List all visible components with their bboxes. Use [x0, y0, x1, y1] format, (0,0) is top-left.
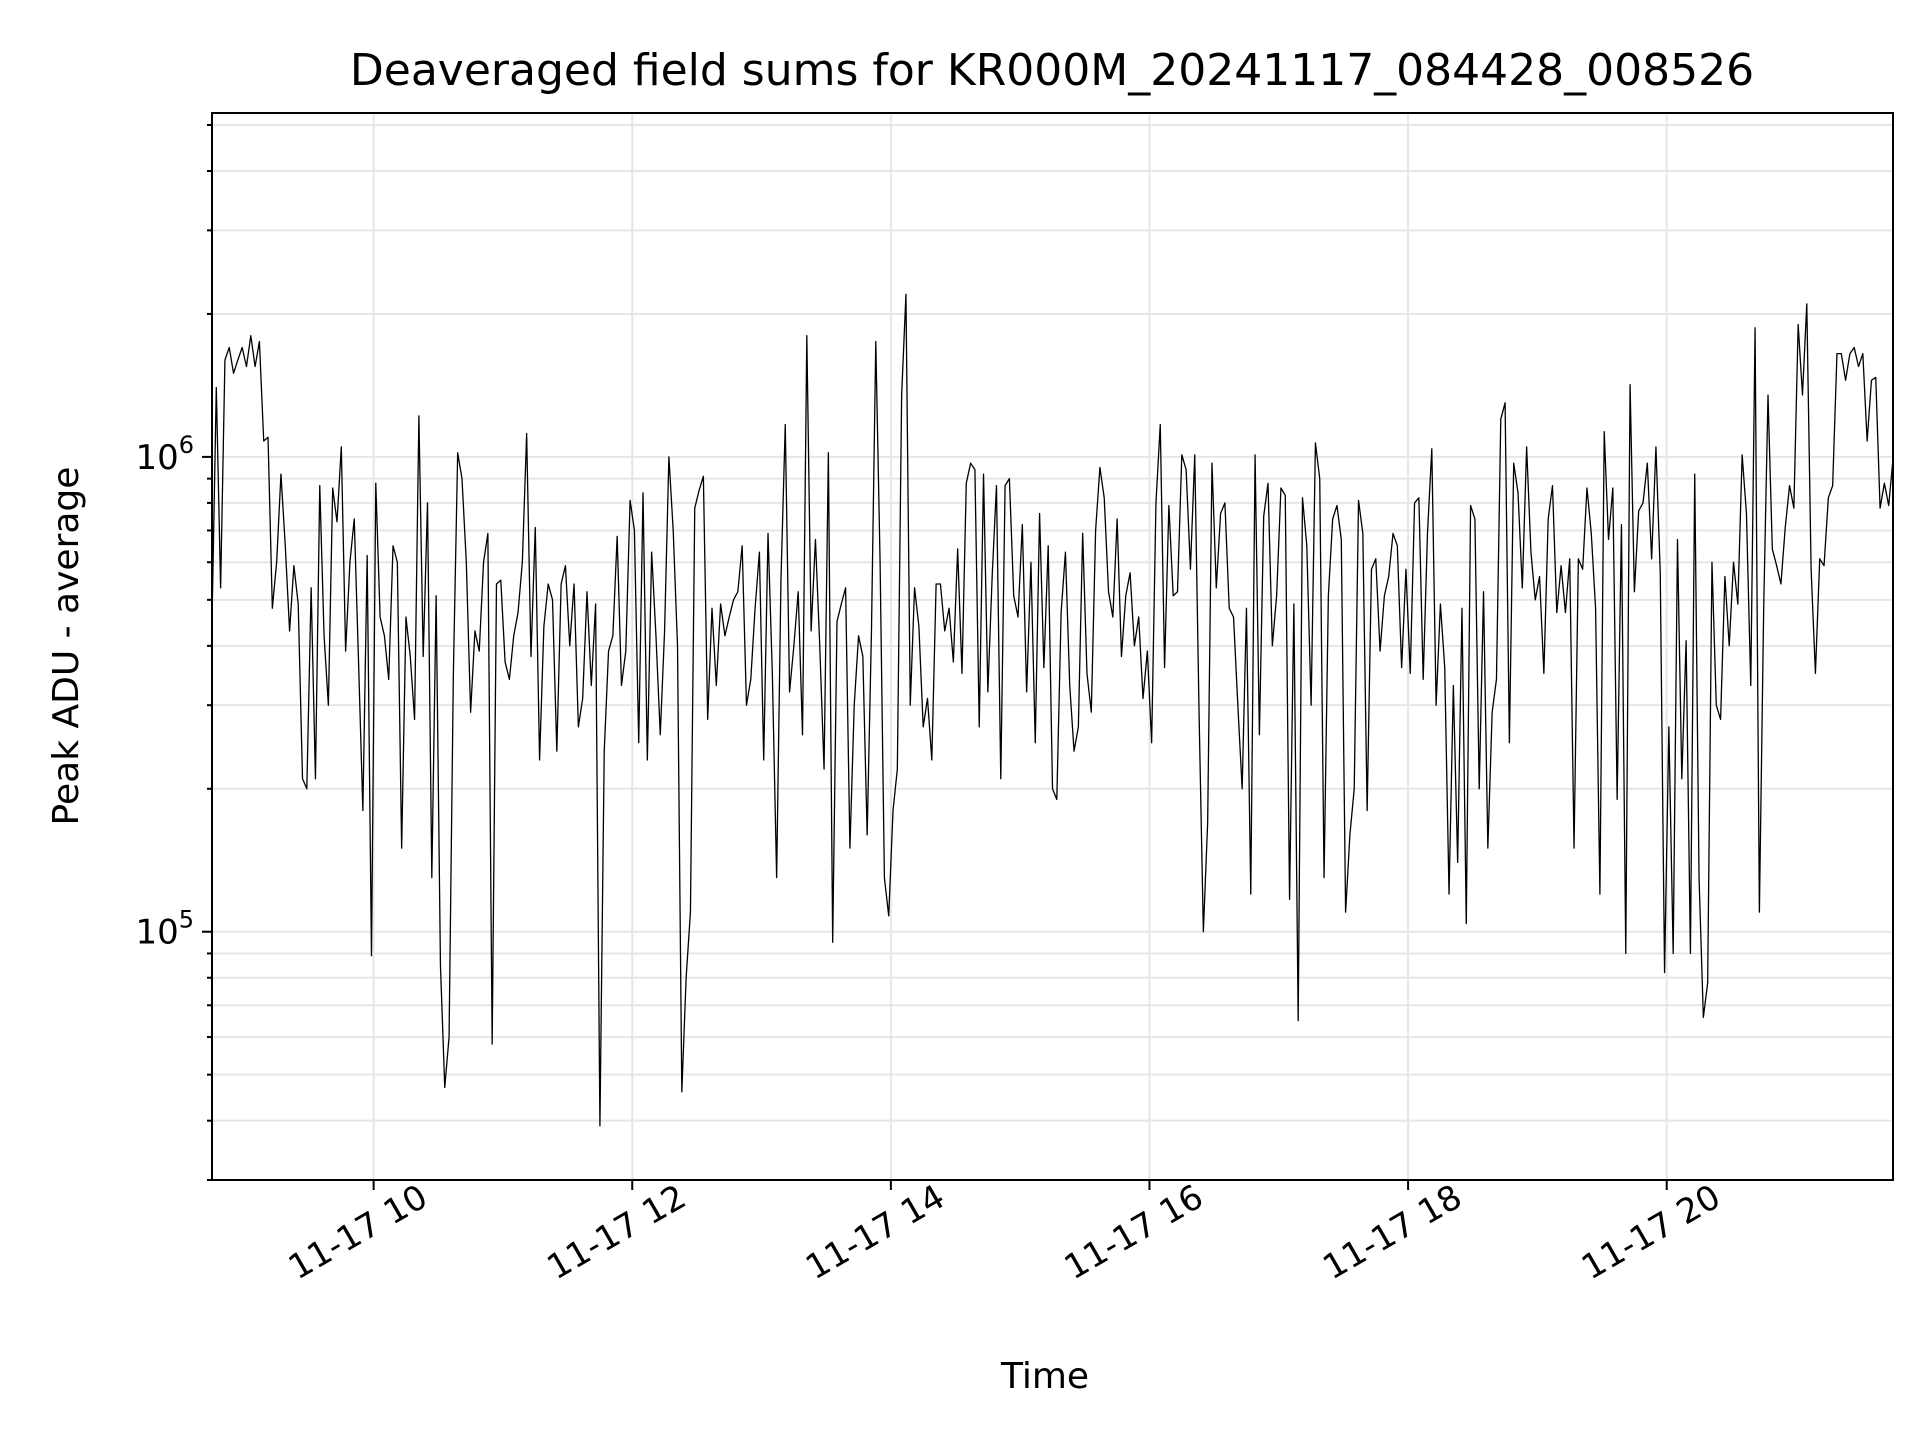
y-axis-label: Peak ADU - average: [46, 467, 87, 826]
y-axis: 105 106: [135, 124, 212, 1181]
y-tick-label: 106: [135, 431, 194, 478]
grid: [212, 113, 1893, 1181]
series-line: [211, 293, 1894, 1127]
x-axis-label: Time: [1000, 1356, 1089, 1397]
y-tick-label: 105: [135, 906, 194, 953]
chart-title: Deaveraged field sums for KR000M_2024111…: [350, 45, 1754, 96]
series-layer: [211, 293, 1894, 1127]
